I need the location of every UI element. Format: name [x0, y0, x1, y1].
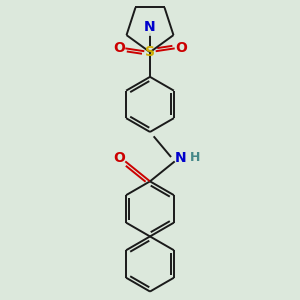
- Text: H: H: [190, 151, 200, 164]
- Text: O: O: [175, 41, 187, 56]
- Text: N: N: [144, 20, 156, 34]
- Text: N: N: [175, 151, 187, 165]
- Text: S: S: [145, 45, 155, 59]
- Text: O: O: [113, 41, 125, 56]
- Text: N: N: [144, 20, 156, 34]
- Text: O: O: [113, 151, 125, 165]
